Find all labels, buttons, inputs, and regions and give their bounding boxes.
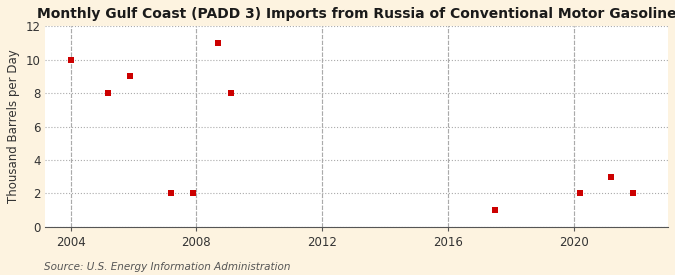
Point: [65, 57, 76, 62]
Point: [125, 74, 136, 79]
Point: [166, 191, 177, 196]
Point: [606, 174, 617, 179]
Point: [103, 91, 113, 95]
Title: Monthly Gulf Coast (PADD 3) Imports from Russia of Conventional Motor Gasoline: Monthly Gulf Coast (PADD 3) Imports from…: [37, 7, 675, 21]
Point: [213, 41, 223, 45]
Point: [225, 91, 236, 95]
Text: Source: U.S. Energy Information Administration: Source: U.S. Energy Information Administ…: [44, 262, 290, 272]
Point: [188, 191, 198, 196]
Point: [574, 191, 585, 196]
Point: [489, 208, 500, 212]
Point: [628, 191, 639, 196]
Y-axis label: Thousand Barrels per Day: Thousand Barrels per Day: [7, 50, 20, 204]
